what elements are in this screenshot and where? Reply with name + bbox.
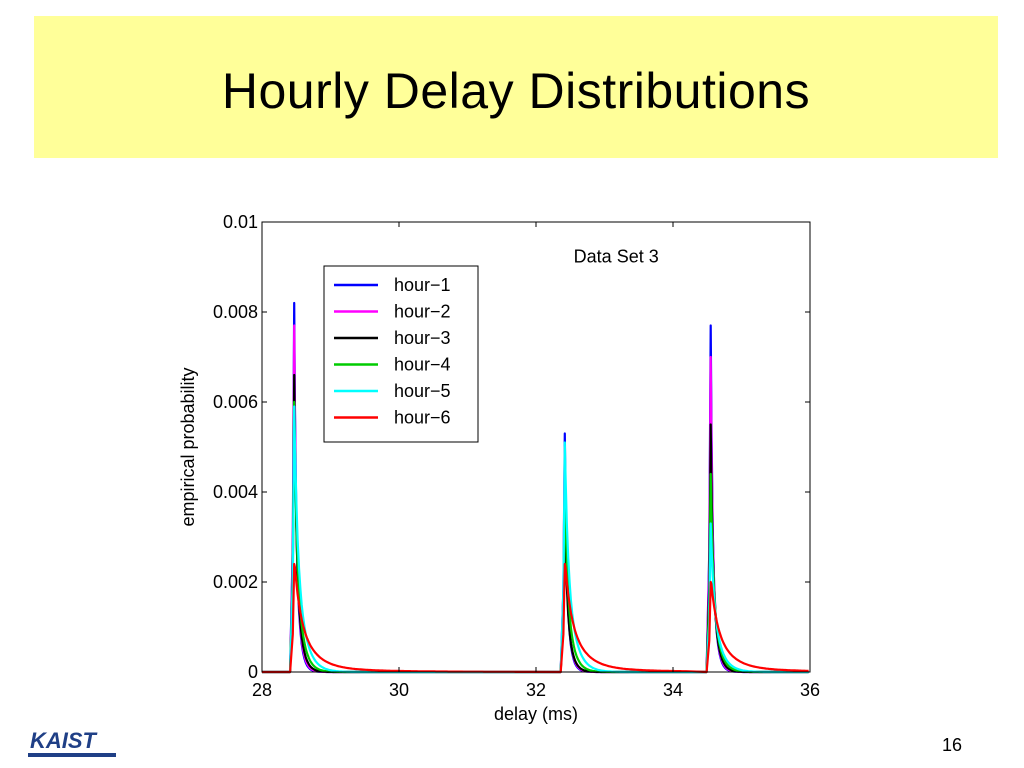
chart-annotation: Data Set 3	[574, 247, 659, 267]
legend-box	[323, 265, 479, 443]
legend: hour−1 hour−2 hour−3 hour−4 hour−5 hour−6	[323, 265, 479, 443]
x-tick-label: 30	[389, 680, 409, 700]
page-number: 16	[941, 735, 962, 755]
x-tick-label: 34	[663, 680, 683, 700]
kaist-logo: KAIST	[28, 728, 116, 757]
x-tick-label: 36	[800, 680, 820, 700]
kaist-logo-underline	[28, 753, 116, 757]
y-tick-label: 0.002	[213, 572, 258, 592]
delay-distribution-chart: 28 30 32 34 36 0 0.002 0.004 0.006 0.008 0.01 Data…	[178, 212, 820, 724]
series-line	[262, 562, 809, 674]
y-tick-label: 0.008	[213, 302, 258, 322]
slide-title: Hourly Delay Distributions	[221, 63, 811, 119]
y-tick-label: 0.01	[223, 212, 258, 232]
kaist-logo-text: KAIST	[30, 728, 98, 753]
y-tick-label: 0	[248, 662, 258, 682]
y-axis-label: empirical probability	[178, 367, 198, 526]
axes-group: 28 30 32 34 36 0 0.002 0.004 0.006 0.008 0.01	[213, 212, 820, 700]
legend-entry: hour−4	[394, 355, 451, 375]
x-axis-label: delay (ms)	[494, 704, 578, 724]
y-tick-label: 0.006	[213, 392, 258, 412]
y-tick-label: 0.004	[213, 482, 258, 502]
x-tick-label: 28	[252, 680, 272, 700]
title-banner: Hourly Delay Distributions	[34, 16, 998, 158]
legend-entry: hour−2	[394, 302, 451, 322]
legend-entry: hour−3	[394, 328, 451, 348]
legend-entry: hour−5	[394, 381, 451, 401]
legend-entry: hour−6	[394, 408, 451, 428]
x-tick-label: 32	[526, 680, 546, 700]
series-line	[262, 405, 809, 674]
legend-entry: hour−1	[394, 275, 451, 295]
